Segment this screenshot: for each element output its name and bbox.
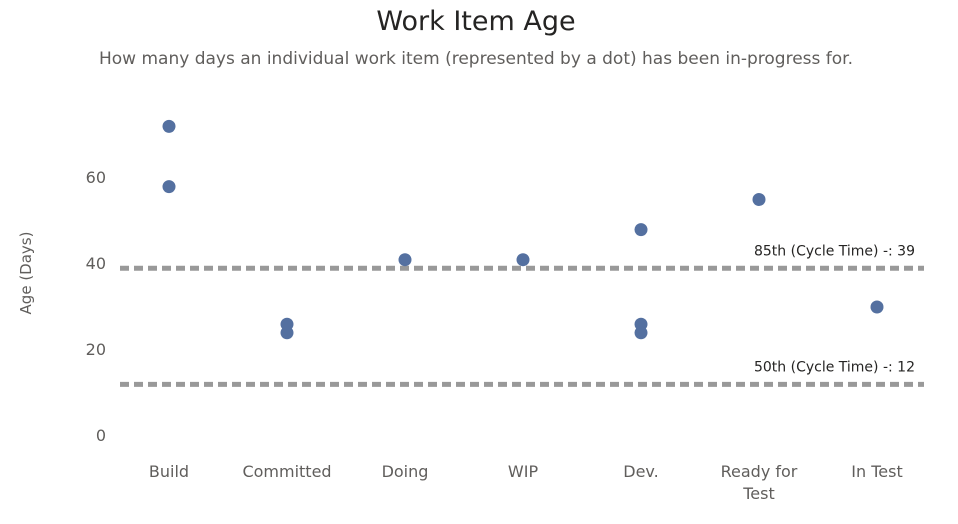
x-tick-label: Dev. — [623, 462, 658, 481]
data-point[interactable] — [162, 119, 176, 133]
reference-line-label: 50th (Cycle Time) -: 12 — [754, 359, 915, 375]
x-tick-label: Build — [149, 462, 189, 481]
data-point[interactable] — [280, 326, 294, 340]
x-tick-label: Committed — [242, 462, 331, 481]
data-points[interactable] — [162, 119, 884, 340]
y-tick-label: 40 — [86, 254, 106, 273]
y-axis-title: Age (Days) — [17, 232, 35, 315]
data-point[interactable] — [752, 193, 766, 206]
x-tick-label: Ready for Test — [721, 462, 798, 503]
y-tick-label: 0 — [96, 426, 106, 445]
y-tick-label: 60 — [86, 168, 106, 187]
x-tick-label: Doing — [382, 462, 429, 481]
data-point[interactable] — [162, 180, 176, 194]
x-axis-ticks: Build Committed Doing WIP Dev. Ready for Test I… — [149, 462, 903, 503]
x-tick-label: WIP — [508, 462, 539, 481]
data-point[interactable] — [634, 326, 648, 340]
y-tick-label: 20 — [86, 340, 106, 359]
data-point[interactable] — [398, 253, 412, 267]
reference-lines: 85th (Cycle Time) -: 39 50th (Cycle Time)… — [120, 243, 924, 387]
data-point[interactable] — [870, 300, 884, 314]
chart-subtitle: How many days an individual work item (r… — [98, 49, 854, 69]
chart-title: Work Item Age — [376, 6, 576, 37]
x-tick-label: In Test — [851, 462, 902, 481]
data-point[interactable] — [516, 253, 530, 267]
reference-line-label: 85th (Cycle Time) -: 39 — [754, 243, 915, 259]
data-point[interactable] — [634, 223, 648, 237]
y-axis-ticks: 0 20 40 60 — [86, 168, 106, 445]
